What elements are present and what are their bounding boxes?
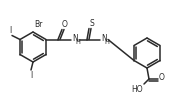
Text: N: N <box>101 34 107 43</box>
Text: O: O <box>159 73 165 82</box>
Text: O: O <box>62 20 68 29</box>
Text: I: I <box>30 71 32 80</box>
Text: N: N <box>72 34 78 43</box>
Text: H: H <box>75 39 80 45</box>
Text: I: I <box>9 26 11 34</box>
Text: HO: HO <box>131 85 143 94</box>
Text: H: H <box>105 39 109 45</box>
Text: S: S <box>90 19 94 28</box>
Text: Br: Br <box>34 20 42 29</box>
